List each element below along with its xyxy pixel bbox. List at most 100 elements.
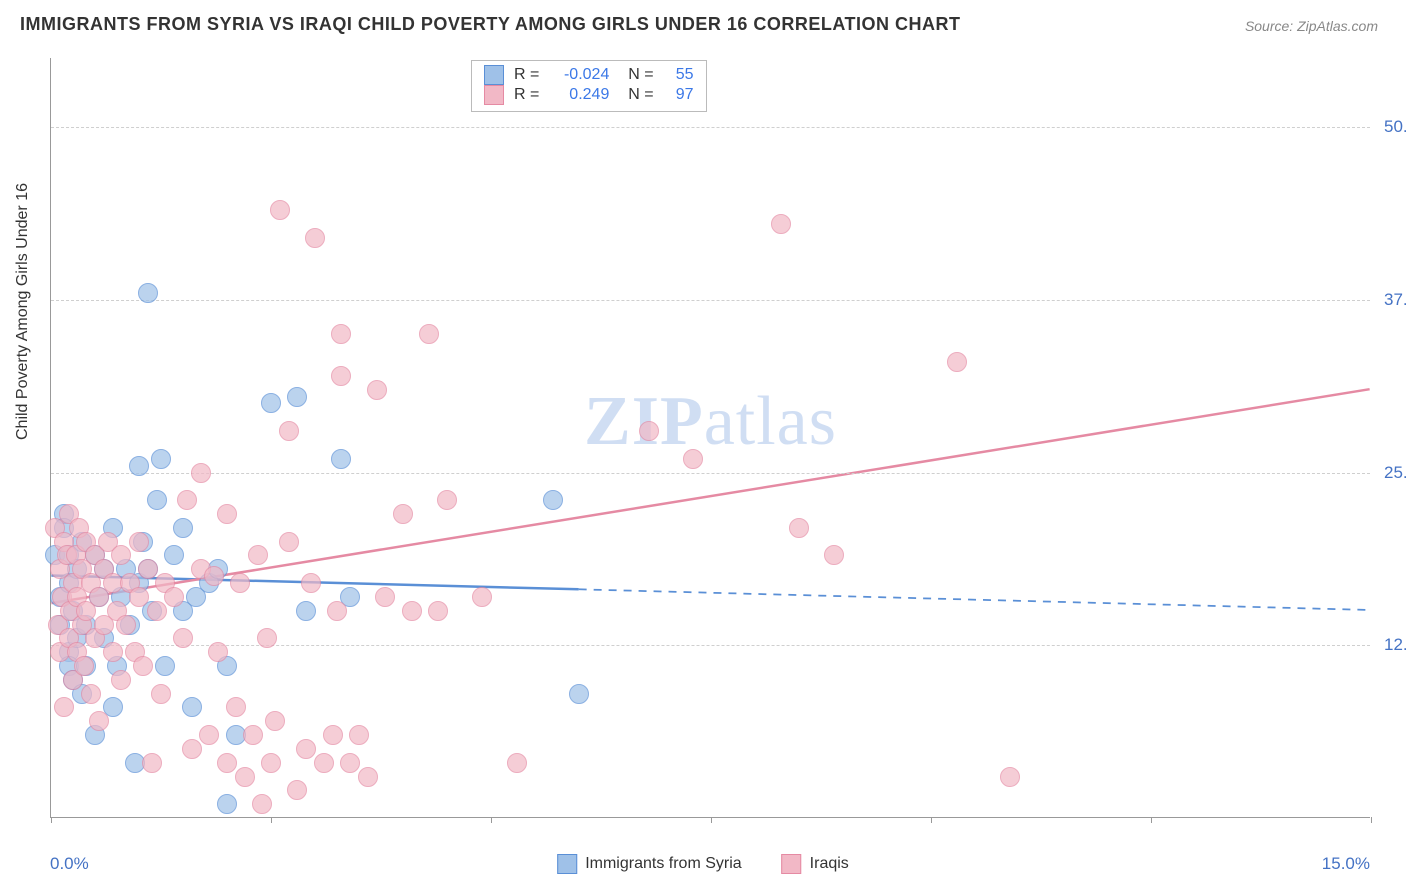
stat-r-label: R = bbox=[514, 86, 539, 104]
data-point bbox=[771, 214, 791, 234]
y-tick-label: 37.5% bbox=[1374, 290, 1406, 310]
data-point bbox=[230, 573, 250, 593]
data-point bbox=[375, 587, 395, 607]
data-point bbox=[111, 545, 131, 565]
data-point bbox=[301, 573, 321, 593]
data-point bbox=[182, 739, 202, 759]
y-axis-title: Child Poverty Among Girls Under 16 bbox=[14, 183, 32, 440]
stats-box: R = -0.024 N = 55 R = 0.249 N = 97 bbox=[471, 60, 707, 112]
legend-label: Iraqis bbox=[810, 855, 849, 873]
y-tick-label: 25.0% bbox=[1374, 463, 1406, 483]
stat-n-value: 97 bbox=[664, 86, 694, 104]
x-axis-max-label: 15.0% bbox=[1322, 854, 1370, 874]
data-point bbox=[472, 587, 492, 607]
data-point bbox=[164, 545, 184, 565]
data-point bbox=[331, 324, 351, 344]
data-point bbox=[217, 794, 237, 814]
legend-swatch bbox=[557, 854, 577, 874]
data-point bbox=[103, 642, 123, 662]
data-point bbox=[129, 456, 149, 476]
legend-label: Immigrants from Syria bbox=[585, 855, 741, 873]
data-point bbox=[323, 725, 343, 745]
data-point bbox=[789, 518, 809, 538]
stat-row: R = 0.249 N = 97 bbox=[484, 85, 694, 105]
legend-swatch bbox=[782, 854, 802, 874]
y-tick-label: 12.5% bbox=[1374, 635, 1406, 655]
data-point bbox=[331, 366, 351, 386]
x-tick bbox=[271, 817, 272, 823]
data-point bbox=[367, 380, 387, 400]
data-point bbox=[151, 449, 171, 469]
data-point bbox=[287, 387, 307, 407]
gridline bbox=[51, 473, 1370, 474]
data-point bbox=[116, 615, 136, 635]
data-point bbox=[217, 753, 237, 773]
data-point bbox=[393, 504, 413, 524]
stat-r-value: 0.249 bbox=[549, 86, 609, 104]
data-point bbox=[261, 393, 281, 413]
data-point bbox=[89, 711, 109, 731]
data-point bbox=[182, 697, 202, 717]
stat-r-value: -0.024 bbox=[549, 66, 609, 84]
data-point bbox=[296, 739, 316, 759]
stat-n-value: 55 bbox=[664, 66, 694, 84]
data-point bbox=[296, 601, 316, 621]
series-swatch bbox=[484, 65, 504, 85]
data-point bbox=[208, 642, 228, 662]
data-point bbox=[437, 490, 457, 510]
data-point bbox=[683, 449, 703, 469]
data-point bbox=[543, 490, 563, 510]
x-tick bbox=[491, 817, 492, 823]
gridline bbox=[51, 300, 1370, 301]
data-point bbox=[243, 725, 263, 745]
trend-line-dashed bbox=[579, 589, 1370, 610]
data-point bbox=[569, 684, 589, 704]
data-point bbox=[824, 545, 844, 565]
legend: Immigrants from Syria Iraqis bbox=[557, 854, 849, 874]
data-point bbox=[327, 601, 347, 621]
trend-line-solid bbox=[51, 389, 1369, 603]
data-point bbox=[248, 545, 268, 565]
data-point bbox=[177, 490, 197, 510]
data-point bbox=[147, 601, 167, 621]
data-point bbox=[428, 601, 448, 621]
data-point bbox=[279, 532, 299, 552]
stat-n-label: N = bbox=[619, 86, 653, 104]
data-point bbox=[252, 794, 272, 814]
stat-r-label: R = bbox=[514, 66, 539, 84]
data-point bbox=[138, 283, 158, 303]
x-tick bbox=[931, 817, 932, 823]
series-swatch bbox=[484, 85, 504, 105]
data-point bbox=[507, 753, 527, 773]
data-point bbox=[314, 753, 334, 773]
legend-item: Immigrants from Syria bbox=[557, 854, 741, 874]
x-axis-min-label: 0.0% bbox=[50, 854, 89, 874]
data-point bbox=[155, 656, 175, 676]
data-point bbox=[261, 753, 281, 773]
y-tick-label: 50.0% bbox=[1374, 117, 1406, 137]
data-point bbox=[349, 725, 369, 745]
data-point bbox=[138, 559, 158, 579]
x-tick bbox=[1151, 817, 1152, 823]
data-point bbox=[74, 656, 94, 676]
data-point bbox=[191, 463, 211, 483]
data-point bbox=[331, 449, 351, 469]
data-point bbox=[147, 490, 167, 510]
data-point bbox=[142, 753, 162, 773]
data-point bbox=[265, 711, 285, 731]
data-point bbox=[226, 697, 246, 717]
data-point bbox=[133, 656, 153, 676]
data-point bbox=[217, 504, 237, 524]
data-point bbox=[270, 200, 290, 220]
x-tick bbox=[51, 817, 52, 823]
data-point bbox=[129, 532, 149, 552]
data-point bbox=[1000, 767, 1020, 787]
x-tick bbox=[711, 817, 712, 823]
stat-n-label: N = bbox=[619, 66, 653, 84]
gridline bbox=[51, 645, 1370, 646]
source-attribution: Source: ZipAtlas.com bbox=[1245, 18, 1378, 34]
x-tick bbox=[1371, 817, 1372, 823]
data-point bbox=[204, 566, 224, 586]
data-point bbox=[639, 421, 659, 441]
data-point bbox=[419, 324, 439, 344]
